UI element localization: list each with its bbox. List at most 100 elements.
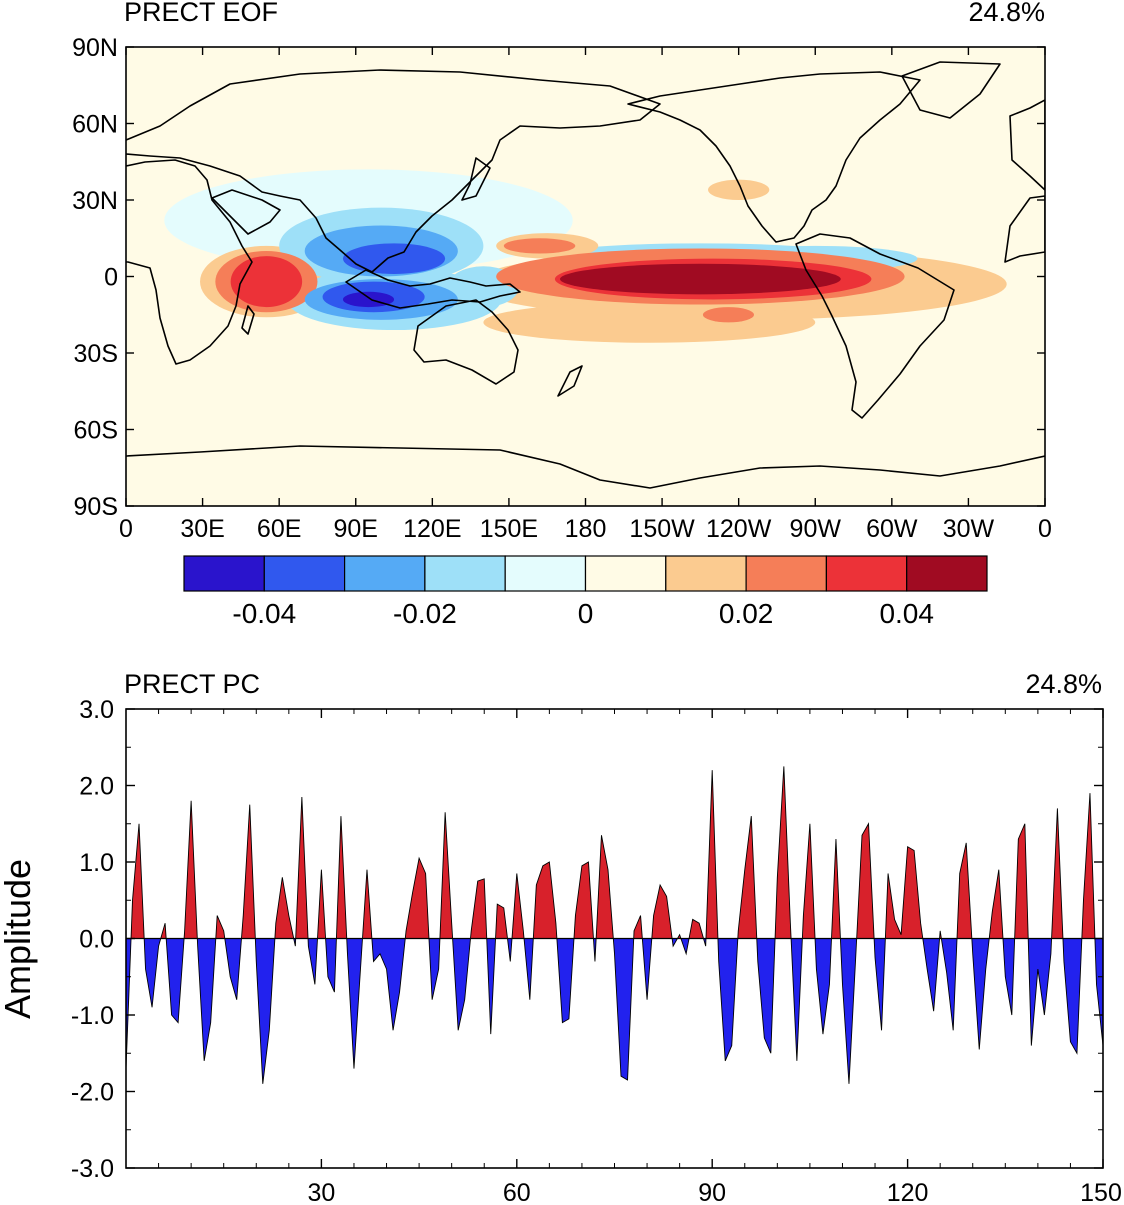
- eof-xtick-label: 120W: [706, 515, 772, 543]
- pc-positive-area-13: [495, 904, 508, 939]
- pc-positive-area-11: [439, 812, 453, 939]
- coast-indonesia: [345, 269, 521, 309]
- coast-japan: [461, 157, 491, 201]
- coast-eurasia: [126, 69, 661, 273]
- pc-negative-area-24: [756, 938, 776, 1054]
- pc-negative-area-34: [1062, 938, 1082, 1054]
- colorbar-swatch-3: [424, 555, 506, 592]
- colorbar-swatch-7: [745, 555, 827, 592]
- pc-fill-layer: [126, 766, 1103, 1084]
- pc-positive-area-19: [651, 884, 673, 939]
- eof-ytick-label: 60N: [72, 111, 118, 139]
- pc-ytick-label: 2.0: [79, 773, 114, 801]
- colorbar-swatch-2: [344, 555, 426, 592]
- pc-positive-area-25: [802, 823, 816, 939]
- pc-negative-area-3: [197, 938, 216, 1061]
- pc-title: PRECT PC: [124, 669, 260, 699]
- colorbar-swatch-4: [504, 555, 587, 592]
- eof-xtick-label: 180: [565, 515, 607, 543]
- pc-negative-area-28: [874, 938, 886, 1031]
- eof-xtick-label: 120E: [403, 515, 461, 543]
- pc-positive-area-26: [831, 839, 841, 939]
- pc-positive-area-21: [689, 919, 704, 939]
- pc-negative-area-19: [642, 938, 652, 1000]
- eof-title: PRECT EOF: [124, 0, 278, 27]
- pc-negative-area-4: [224, 938, 242, 1000]
- eof-xtick-label: 150W: [629, 515, 695, 543]
- eof-xtick-label: 30W: [943, 515, 995, 543]
- pc-positive-area-0: [131, 823, 145, 939]
- pc-xtick-label: 120: [887, 1179, 929, 1205]
- pc-positive-area-34: [1081, 793, 1095, 939]
- eof-map-field: [126, 47, 1045, 506]
- pc-positive-area-4: [241, 804, 256, 939]
- coast-arabia: [211, 189, 281, 235]
- pc-negative-area-15: [524, 938, 534, 1000]
- eof-xtick-label: 60E: [257, 515, 301, 543]
- pc-negative-area-29: [922, 938, 940, 1012]
- pc-positive-area-6: [295, 796, 309, 939]
- eof-xtick-label: 0: [119, 515, 133, 543]
- pc-xtick-label: 30: [307, 1179, 335, 1205]
- eof-ytick-label: 30N: [72, 187, 118, 215]
- pc-positive-area-7: [317, 869, 326, 939]
- eof-anomaly-layer: [164, 169, 1007, 343]
- eof-xtick-label: 60W: [866, 515, 918, 543]
- anomaly-region-12: [702, 307, 754, 323]
- pc-panel: PRECT PC 24.8% Amplitude 3.0 2.0 1.0 0.0 -1.…: [0, 669, 1122, 1205]
- coast-west-africa: [1004, 195, 1045, 263]
- coast-south-america: [795, 233, 955, 419]
- pc-positive-area-16: [573, 862, 594, 939]
- colorbar-label: 0.04: [879, 598, 934, 629]
- pc-ytick-label: 0.0: [79, 926, 114, 954]
- pc-positive-area-5: [274, 877, 294, 939]
- coast-europe: [1009, 99, 1045, 191]
- pc-positive-area-3: [215, 915, 225, 939]
- pc-negative-area-18: [613, 938, 634, 1081]
- pc-positive-area-24: [775, 766, 792, 939]
- pc-ytick-label: -1.0: [71, 1002, 114, 1030]
- colorbar-label: 0: [578, 598, 594, 629]
- pc-positive-area-22: [705, 770, 718, 939]
- coast-greenland: [901, 61, 1001, 119]
- eof-ytick-label: 60S: [74, 417, 118, 445]
- pc-negative-area-13: [486, 938, 496, 1035]
- pc-positive-area-2: [184, 800, 198, 939]
- pc-negative-area-31: [971, 938, 990, 1050]
- pc-negative-area-9: [346, 938, 363, 1069]
- anomaly-region-6: [708, 179, 770, 200]
- eof-variance: 24.8%: [968, 0, 1045, 27]
- pc-negative-area-21: [680, 938, 690, 954]
- pc-negative-area-1: [144, 938, 161, 1008]
- coast-australia: [413, 299, 519, 385]
- colorbar-swatch-9: [906, 555, 988, 592]
- pc-positive-area-33: [1051, 808, 1063, 939]
- pc-negative-area-8: [325, 938, 337, 993]
- eof-ytick-label: 0: [104, 264, 118, 292]
- anomaly-region-13: [503, 238, 576, 254]
- eof-xtick-label: 90W: [790, 515, 842, 543]
- eof-colorbar: -0.04 -0.02 0 0.02 0.04: [183, 555, 988, 629]
- eof-ytick-label: 30S: [74, 340, 118, 368]
- pc-negative-area-5: [255, 938, 275, 1084]
- coast-antarctica: [126, 445, 1045, 489]
- pc-positive-area-28: [885, 846, 923, 939]
- colorbar-swatch-6: [665, 555, 747, 592]
- pc-negative-area-33: [1028, 938, 1052, 1046]
- colorbar-swatch-5: [584, 555, 667, 592]
- pc-positive-area-10: [405, 858, 429, 939]
- pc-negative-area-25: [791, 938, 803, 1061]
- pc-xtick-label: 150: [1080, 1179, 1122, 1205]
- pc-ylabel: Amplitude: [0, 859, 38, 1019]
- pc-axis-ticks: 3.0 2.0 1.0 0.0 -1.0 -2.0 -3.0 30 60 90 120 150: [71, 696, 1122, 1205]
- eof-xtick-label: 30E: [180, 515, 224, 543]
- colorbar-label: 0.02: [719, 598, 774, 629]
- pc-positive-area-18: [633, 915, 643, 939]
- pc-positive-area-30: [957, 842, 972, 939]
- pc-positive-area-9: [362, 869, 372, 939]
- pc-negative-area-23: [717, 938, 738, 1061]
- pc-positive-area-23: [737, 816, 757, 939]
- pc-negative-area-32: [1002, 938, 1015, 1015]
- eof-ytick-label: 90N: [72, 34, 118, 62]
